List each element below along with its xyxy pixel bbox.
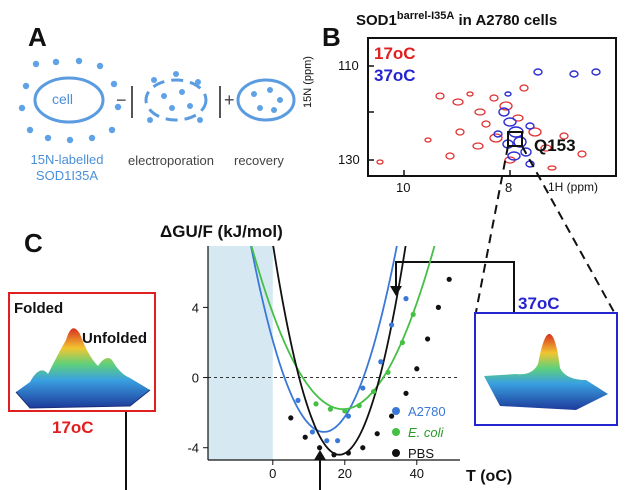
- nmr-peaks-37c: [493, 68, 601, 168]
- data-point-e-coli: [356, 403, 362, 409]
- data-point-pbs: [446, 276, 452, 282]
- data-point-e-coli: [342, 408, 348, 414]
- q153-highlight-box: [507, 131, 523, 147]
- fit-curve-e-coli: [250, 246, 436, 410]
- nmr-peaks-17c: [376, 84, 587, 171]
- nmr-ytick-130: 130: [338, 152, 360, 167]
- panel-c-label: C: [24, 228, 43, 258]
- landscape-surface-17c: [15, 328, 151, 409]
- electroporation-label: electroporation: [128, 153, 214, 168]
- data-point-a2780: [309, 429, 315, 435]
- data-point-pbs: [414, 366, 420, 372]
- nmr-title: SOD1barrel-I35A in A2780 cells: [356, 10, 557, 29]
- cell-membrane: [33, 76, 105, 124]
- panel-b-label: B: [322, 22, 341, 52]
- data-point-a2780: [360, 385, 366, 391]
- legend-marker: [392, 449, 400, 457]
- recovery-label: recovery: [234, 153, 284, 168]
- nmr-xtick-10: 10: [396, 180, 411, 195]
- data-point-a2780: [295, 397, 301, 403]
- data-point-a2780: [378, 359, 384, 365]
- free-energy-landscape-37c: [474, 312, 618, 426]
- data-point-pbs: [374, 431, 380, 437]
- data-point-e-coli: [385, 369, 391, 375]
- data-point-pbs: [403, 390, 409, 396]
- chart-xlabel: T (oC): [466, 468, 513, 485]
- unfolded-label: Unfolded: [82, 330, 147, 347]
- nmr-temp-17c: 17oC: [374, 44, 416, 63]
- landscape-temp-37c: 37oC: [518, 294, 560, 313]
- data-point-pbs: [317, 445, 323, 451]
- y-tick-label: 0: [192, 371, 199, 386]
- panel-a-illustration: [18, 57, 296, 144]
- nmr-temp-37c: 37oC: [374, 66, 416, 85]
- legend-marker: [392, 407, 400, 415]
- free-energy-landscape-17c: Folded Unfolded: [8, 292, 156, 412]
- data-point-pbs: [331, 452, 337, 458]
- y-tick-label: -4: [187, 441, 199, 456]
- nmr-xtick-8: 8: [505, 180, 513, 195]
- folded-label: Folded: [14, 300, 64, 317]
- data-point-a2780: [335, 438, 341, 444]
- legend-label: A2780: [408, 404, 446, 419]
- data-point-pbs: [302, 434, 308, 440]
- label-caption: 15N-labelled SOD1I35A: [22, 152, 112, 184]
- x-tick-label: 20: [338, 466, 352, 481]
- data-point-a2780: [345, 413, 351, 419]
- minus-electrode: −: [116, 90, 127, 110]
- legend-label: PBS: [408, 446, 434, 461]
- data-point-e-coli: [410, 311, 416, 318]
- data-point-pbs: [425, 336, 431, 342]
- data-point-e-coli: [399, 339, 405, 346]
- recovered-cell: [236, 78, 296, 122]
- x-tick-label: 40: [410, 466, 424, 481]
- cold-shaded-region: [208, 246, 273, 460]
- nmr-ytick-110: 110: [338, 58, 359, 73]
- y-tick-label: 4: [192, 300, 199, 315]
- data-point-pbs: [345, 450, 351, 456]
- permeabilized-membrane: [144, 78, 208, 122]
- data-point-e-coli: [371, 388, 377, 395]
- data-point-a2780: [389, 322, 395, 328]
- data-point-pbs: [389, 413, 395, 419]
- legend-marker: [392, 428, 400, 436]
- nmr-spectrum: [367, 37, 617, 177]
- nmr-title-sup: barrel-I35A: [396, 10, 455, 22]
- legend-label: E. coli: [408, 425, 445, 440]
- plus-electrode: +: [224, 90, 235, 110]
- caption-line2: SOD1I35A: [35, 168, 99, 183]
- nmr-xlabel: 1H (ppm): [548, 180, 599, 194]
- data-point-pbs: [288, 415, 294, 421]
- x-tick-label: 0: [269, 466, 276, 481]
- nmr-title-main: SOD1: [356, 12, 397, 29]
- data-point-e-coli: [313, 401, 319, 407]
- chart-ylabel: ΔGU/F (kJ/mol): [160, 222, 283, 241]
- data-point-e-coli: [327, 406, 333, 412]
- nmr-title-rest: in A2780 cells: [454, 12, 558, 29]
- landscape-surface-37c: [484, 333, 608, 410]
- panel-a-label: A: [28, 22, 47, 52]
- labelled-protein-dots-outside: [18, 57, 122, 144]
- landscape-temp-17c: 17oC: [52, 418, 94, 437]
- data-point-a2780: [403, 296, 409, 302]
- data-point-a2780: [324, 438, 330, 444]
- cell-label: cell: [52, 91, 74, 107]
- caption-line1: 15N-labelled: [30, 152, 104, 167]
- q153-label: Q153: [534, 136, 576, 155]
- data-point-pbs: [435, 304, 441, 310]
- fit-curve-a2780: [250, 246, 398, 433]
- data-point-pbs: [360, 445, 366, 451]
